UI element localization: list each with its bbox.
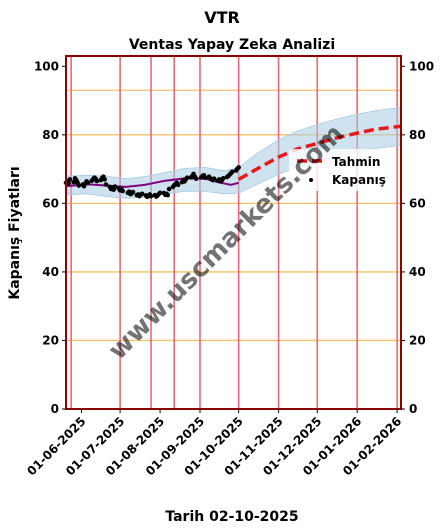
- close-point: [211, 176, 217, 181]
- legend-close-swatch: [309, 178, 313, 182]
- close-point: [193, 176, 199, 181]
- x-axis-label: Tarih 02-10-2025: [165, 509, 298, 525]
- close-point: [220, 176, 226, 181]
- y-tick-label-left: 80: [42, 128, 59, 142]
- close-point: [157, 190, 163, 196]
- close-point: [175, 182, 181, 188]
- close-point: [112, 184, 118, 189]
- close-point: [66, 181, 71, 186]
- close-point: [184, 175, 190, 180]
- y-tick-label-left: 0: [51, 402, 59, 416]
- y-tick-label-right: 80: [409, 128, 426, 142]
- close-point: [229, 169, 235, 175]
- forecast-line: [237, 124, 402, 181]
- y-tick-label-left: 60: [42, 196, 59, 210]
- legend: Tahmin Kapanış: [289, 149, 389, 191]
- y-tick-label-right: 0: [409, 402, 417, 416]
- chart-suptitle: VTR: [204, 8, 240, 27]
- close-point: [130, 189, 136, 195]
- close-point: [166, 186, 172, 192]
- y-axis-label: Kapanış Fiyatları: [7, 166, 23, 299]
- close-point: [236, 165, 241, 170]
- close-point: [202, 175, 208, 180]
- close-point: [139, 191, 145, 197]
- y-tick-label-left: 20: [42, 333, 59, 347]
- close-point: [94, 178, 100, 184]
- close-point: [148, 193, 154, 199]
- legend-forecast-label: Tahmin: [332, 155, 380, 169]
- close-point: [165, 192, 171, 198]
- chart-title: Ventas Yapay Zeka Analizi: [129, 37, 335, 53]
- legend-close-label: Kapanış: [332, 173, 386, 187]
- plot-frame: [65, 55, 402, 410]
- close-point: [120, 188, 125, 194]
- close-point: [76, 183, 82, 188]
- y-tick-label-left: 40: [42, 265, 59, 279]
- smooth-line: [65, 177, 239, 188]
- y-tick-label-left: 100: [34, 59, 59, 73]
- y-tick-label-right: 20: [409, 333, 426, 347]
- close-point: [85, 180, 91, 186]
- y-tick-label-right: 100: [409, 59, 434, 73]
- close-point: [103, 182, 109, 187]
- close-point: [67, 177, 73, 182]
- y-tick-label-right: 60: [409, 196, 426, 210]
- watermark: www.uscmarkets.com: [103, 119, 350, 366]
- y-tick-label-right: 40: [409, 265, 426, 279]
- close-point: [102, 177, 107, 182]
